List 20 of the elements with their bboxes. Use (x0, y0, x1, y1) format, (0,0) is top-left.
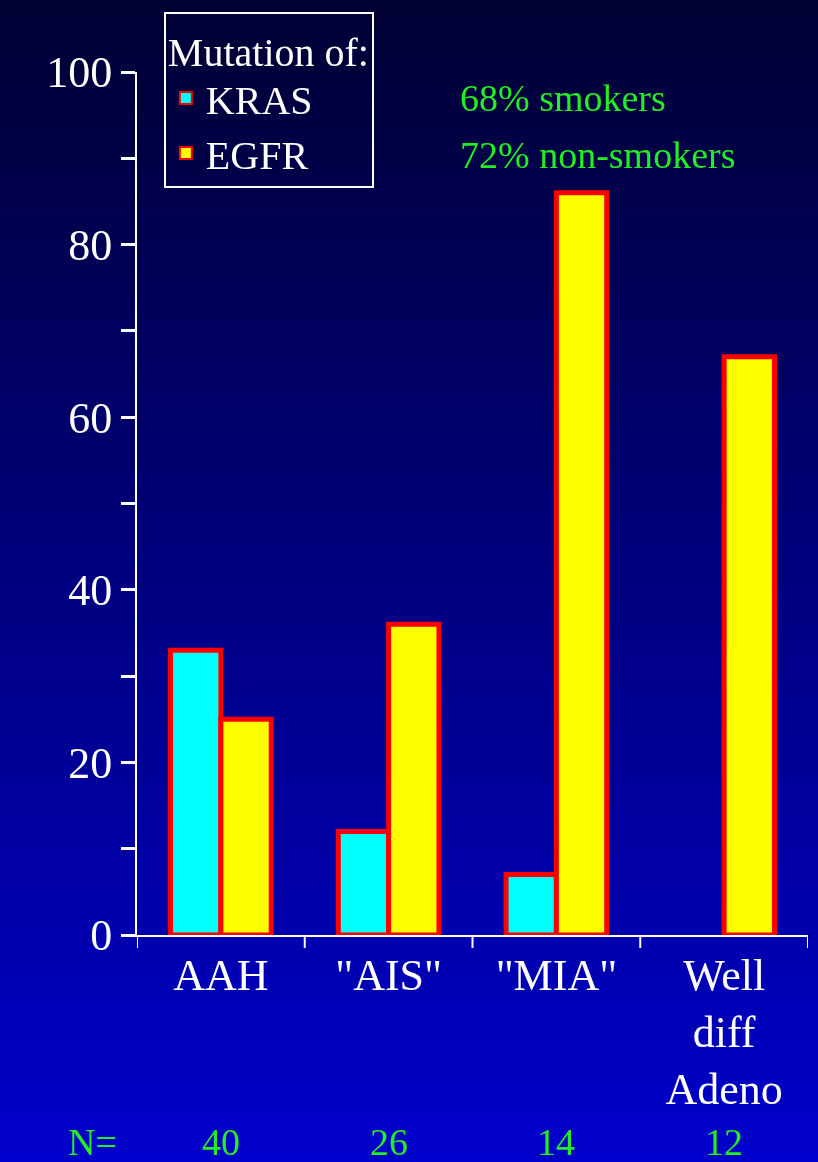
text: N= (68, 1121, 117, 1162)
y-tick-label: 60 (68, 393, 113, 443)
y-tick-label: 0 (90, 911, 113, 961)
y-tick-label: 40 (68, 566, 113, 616)
y-tick-label: 100 (46, 48, 113, 98)
y-tick-label: 80 (68, 221, 113, 270)
text: 14 (537, 1121, 575, 1162)
legend-title: Mutation of: (167, 29, 369, 75)
text: 12 (705, 1121, 743, 1162)
x-tick-label: "MIA" (495, 950, 618, 1000)
annotation: 72% non-smokers (460, 134, 736, 176)
text: 26 (370, 1121, 408, 1162)
x-tick-label: "AIS" (335, 950, 443, 1000)
y-tick-label: 20 (68, 738, 113, 788)
x-tick-label: AAH (173, 950, 269, 1000)
annotation: 68% smokers (460, 77, 666, 119)
legend-label: EGFR (205, 132, 309, 178)
text: 40 (202, 1121, 240, 1162)
legend-label: KRAS (205, 77, 313, 123)
x-tick-label: Well diff Adeno (665, 950, 783, 1115)
